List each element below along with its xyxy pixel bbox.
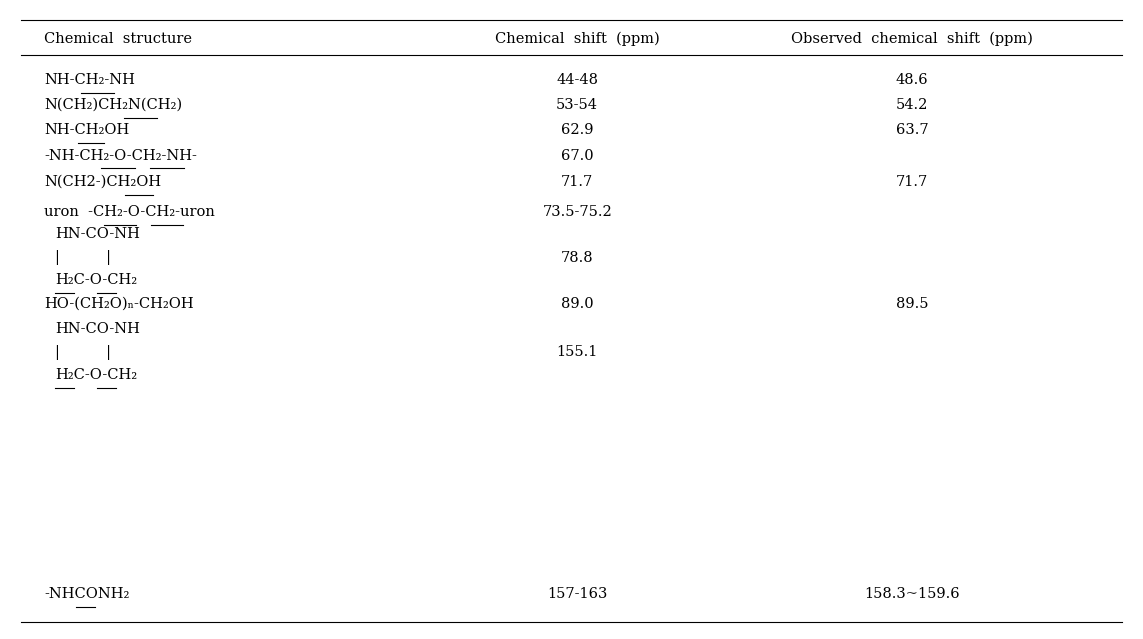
Text: 158.3~159.6: 158.3~159.6	[864, 587, 960, 601]
Text: N(CH₂)CH₂N(CH₂): N(CH₂)CH₂N(CH₂)	[43, 98, 182, 112]
Text: N(CH2-)CH₂OH: N(CH2-)CH₂OH	[43, 175, 161, 189]
Text: 78.8: 78.8	[561, 250, 593, 265]
Text: -NHCONH₂: -NHCONH₂	[43, 587, 129, 601]
Text: |          |: | |	[55, 345, 111, 360]
Text: H₂C-O-CH₂: H₂C-O-CH₂	[55, 273, 137, 288]
Text: -NH-CH₂-O-CH₂-NH-: -NH-CH₂-O-CH₂-NH-	[43, 148, 197, 162]
Text: Chemical  structure: Chemical structure	[43, 32, 192, 46]
Text: H₂C-O-CH₂: H₂C-O-CH₂	[55, 368, 137, 382]
Text: 54.2: 54.2	[896, 98, 928, 112]
Text: 48.6: 48.6	[896, 73, 928, 87]
Text: 62.9: 62.9	[561, 123, 593, 137]
Text: HO-(CH₂O)ₙ-CH₂OH: HO-(CH₂O)ₙ-CH₂OH	[43, 296, 193, 311]
Text: 71.7: 71.7	[561, 175, 593, 189]
Text: NH-CH₂-NH: NH-CH₂-NH	[43, 73, 135, 87]
Text: 44-48: 44-48	[557, 73, 598, 87]
Text: 89.0: 89.0	[561, 296, 593, 311]
Text: Chemical  shift  (ppm): Chemical shift (ppm)	[495, 32, 660, 46]
Text: uron  -CH₂-O-CH₂-uron: uron -CH₂-O-CH₂-uron	[43, 205, 215, 219]
Text: NH-CH₂OH: NH-CH₂OH	[43, 123, 129, 137]
Text: |          |: | |	[55, 250, 111, 265]
Text: 73.5-75.2: 73.5-75.2	[542, 205, 612, 219]
Text: 67.0: 67.0	[561, 148, 593, 162]
Text: 157-163: 157-163	[547, 587, 607, 601]
Text: 63.7: 63.7	[896, 123, 928, 137]
Text: 71.7: 71.7	[896, 175, 928, 189]
Text: 155.1: 155.1	[557, 345, 598, 359]
Text: 53-54: 53-54	[557, 98, 598, 112]
Text: HN-CO-NH: HN-CO-NH	[55, 227, 141, 242]
Text: HN-CO-NH: HN-CO-NH	[55, 322, 141, 336]
Text: 89.5: 89.5	[896, 296, 928, 311]
Text: Observed  chemical  shift  (ppm): Observed chemical shift (ppm)	[791, 32, 1033, 46]
